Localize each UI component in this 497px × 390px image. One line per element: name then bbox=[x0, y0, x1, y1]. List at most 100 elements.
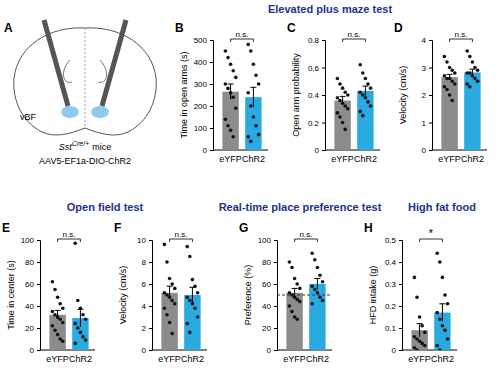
data-point bbox=[170, 299, 174, 303]
data-point bbox=[446, 337, 450, 341]
data-point bbox=[423, 344, 427, 348]
data-point bbox=[254, 124, 258, 128]
data-point bbox=[443, 85, 447, 89]
panel-label: B bbox=[175, 21, 184, 35]
error-cap bbox=[189, 287, 195, 288]
tick: 8 bbox=[142, 258, 152, 267]
tick-mark bbox=[274, 328, 277, 329]
data-point bbox=[438, 348, 442, 350]
error-bar bbox=[228, 84, 234, 99]
significance-bracket bbox=[170, 239, 193, 242]
tick: 500 bbox=[194, 36, 213, 45]
tick: 60 bbox=[262, 280, 277, 289]
data-point bbox=[84, 317, 88, 321]
data-point bbox=[321, 299, 325, 303]
tick: 0 bbox=[392, 346, 402, 355]
tick-mark bbox=[210, 106, 213, 107]
tick-label: 300 bbox=[194, 80, 208, 89]
tick: 100 bbox=[194, 124, 213, 133]
data-point bbox=[58, 302, 62, 306]
tick-mark bbox=[429, 123, 432, 124]
error-cap bbox=[314, 278, 320, 279]
data-point bbox=[336, 77, 340, 81]
plot-area bbox=[277, 251, 332, 350]
bar bbox=[161, 293, 177, 350]
tick-mark bbox=[210, 40, 213, 41]
error-stem bbox=[192, 287, 193, 302]
data-point bbox=[56, 295, 60, 299]
plot-area bbox=[222, 43, 261, 150]
tick-mark bbox=[37, 262, 40, 263]
panel: 020406080100GPreference (%)eYFPChR2n.s. bbox=[239, 221, 332, 364]
bar bbox=[222, 92, 238, 150]
tick: 0.5 bbox=[385, 236, 402, 245]
data-point bbox=[226, 87, 230, 91]
data-point bbox=[224, 82, 228, 86]
data-point bbox=[476, 79, 480, 83]
tick-mark bbox=[399, 284, 402, 285]
data-point bbox=[361, 71, 365, 75]
data-point bbox=[358, 110, 362, 114]
tick: 0.2 bbox=[308, 119, 325, 128]
error-stem bbox=[449, 74, 450, 80]
error-bar bbox=[189, 287, 195, 302]
data-point bbox=[441, 276, 445, 280]
error-stem bbox=[57, 310, 58, 319]
tick-label: 1 bbox=[422, 119, 427, 128]
category-label: eYFP bbox=[331, 154, 354, 164]
y-axis: 0246810 bbox=[137, 236, 152, 355]
significance-bracket bbox=[58, 239, 81, 242]
tick: 6 bbox=[142, 280, 152, 289]
category-label: ChR2 bbox=[431, 354, 454, 364]
data-point bbox=[234, 76, 238, 80]
bar bbox=[49, 315, 65, 350]
panel: 00.20.40.60.8COpen arm probabilityeYFPCh… bbox=[287, 21, 380, 164]
tick-mark bbox=[399, 306, 402, 307]
category-label: eYFP bbox=[219, 154, 242, 164]
data-point bbox=[193, 306, 197, 310]
tick-label: 0.1 bbox=[385, 324, 397, 333]
error-cap bbox=[469, 69, 475, 70]
data-point bbox=[51, 310, 55, 314]
tick-label: 4 bbox=[142, 302, 147, 311]
data-point bbox=[448, 66, 452, 70]
tick-label: 0.4 bbox=[385, 258, 397, 267]
tick-mark bbox=[322, 40, 325, 41]
panel: 0246810FVelocity (cm/s)eYFPChR2n.s. bbox=[114, 221, 207, 364]
tick-label: 200 bbox=[194, 102, 208, 111]
data-point bbox=[448, 93, 452, 97]
tick: 100 bbox=[258, 236, 277, 245]
error-bar bbox=[314, 279, 320, 290]
data-point bbox=[443, 55, 447, 59]
data-point bbox=[341, 121, 345, 125]
y-axis: 020406080100 bbox=[21, 236, 41, 355]
tick-label: 10 bbox=[137, 236, 146, 245]
error-bar bbox=[362, 86, 368, 96]
brain-midline bbox=[85, 28, 86, 128]
data-point bbox=[358, 90, 362, 94]
tick: 20 bbox=[262, 324, 277, 333]
data-point bbox=[441, 324, 445, 328]
tick-mark bbox=[149, 306, 152, 307]
tick-mark bbox=[37, 350, 40, 351]
tick-mark bbox=[37, 306, 40, 307]
tick-label: 0.4 bbox=[308, 91, 320, 100]
tick: 10 bbox=[137, 236, 152, 245]
error-bar bbox=[55, 310, 61, 319]
significance-bracket bbox=[295, 239, 318, 242]
tick-label: 2 bbox=[422, 91, 427, 100]
data-point bbox=[249, 104, 253, 108]
bar bbox=[184, 295, 200, 350]
brain-outline bbox=[14, 28, 157, 135]
bar bbox=[334, 101, 350, 151]
significance-bracket bbox=[231, 39, 254, 42]
tick-label: 4 bbox=[422, 36, 427, 45]
data-point bbox=[468, 55, 472, 59]
data-point bbox=[366, 100, 370, 104]
virus-label: AAV5-EF1a-DIO-ChR2 bbox=[39, 156, 131, 166]
data-point bbox=[73, 242, 77, 246]
category-label: eYFP bbox=[283, 354, 306, 364]
data-point bbox=[229, 62, 233, 66]
category-label: eYFP bbox=[438, 154, 461, 164]
data-point bbox=[450, 99, 454, 103]
